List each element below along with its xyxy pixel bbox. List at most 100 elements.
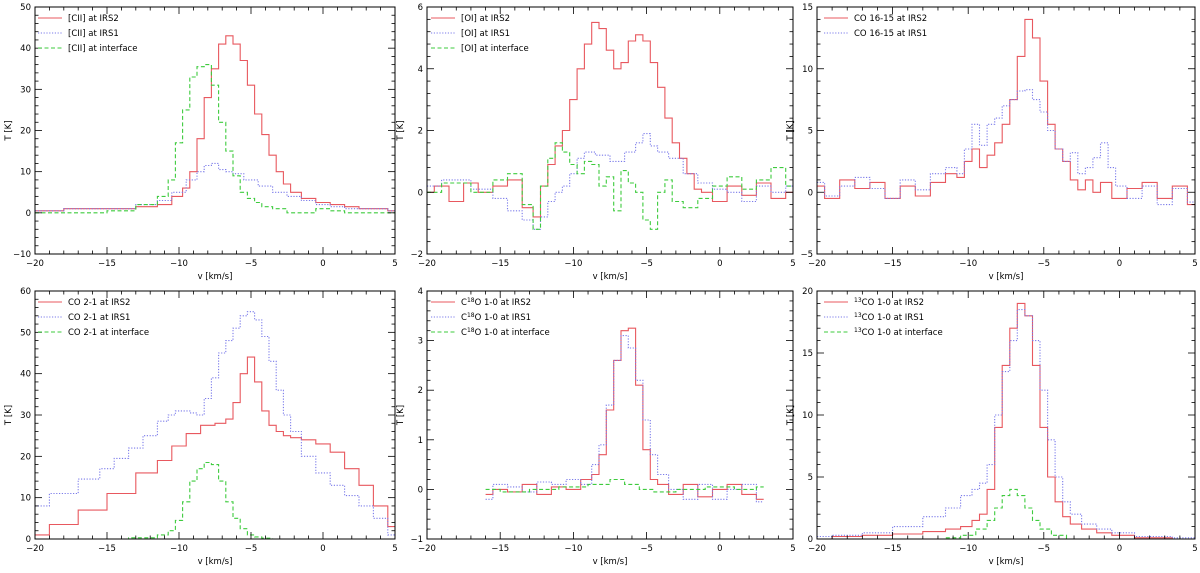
x-tick-label: 5: [1192, 259, 1197, 269]
series-group: [485, 327, 764, 503]
y-axis-label: T [K]: [396, 405, 406, 426]
panel-1: −20 −15 −10 −5 0 5 −10 0 10 20 30 40 50 v [km/s] T [K]…: [4, 3, 398, 282]
x-tick-label: 5: [392, 259, 397, 269]
y-tick-label: 40: [20, 370, 31, 380]
y-tick-label: 5: [808, 127, 813, 137]
legend: [CII] at IRS2 [CII] at IRS1 [CII] at inter…: [38, 14, 137, 54]
x-axis-label: v [km/s]: [198, 272, 233, 282]
x-tick-label: 0: [717, 544, 722, 554]
x-tick-label: −5: [1038, 259, 1051, 269]
y-tick-label: −5: [800, 250, 813, 260]
series-line-interface: [35, 64, 395, 214]
y-tick-label: 1: [418, 436, 423, 446]
y-tick-label: 0: [808, 535, 813, 545]
legend-entry: [OI] at interface: [461, 44, 529, 54]
y-tick-label: 2: [418, 386, 423, 396]
y-tick-label: 0: [26, 209, 31, 219]
y-tick-label: 30: [20, 411, 31, 421]
x-axis-label: v [km/s]: [198, 557, 233, 567]
plot-frame: [426, 290, 794, 540]
series-line-interface: [35, 461, 395, 539]
legend-entry: CO 2-1 at IRS2: [68, 298, 130, 308]
panel-3: −20 −15 −10 −5 0 5 −5 0 5 10 15 v [km/s] T [K] CO 16-…: [786, 3, 1198, 282]
legend-entry: CO 2-1 at IRS1: [68, 313, 130, 323]
series-group: [817, 302, 1195, 539]
y-tick-label: 10: [20, 168, 31, 178]
series-group: [35, 311, 395, 539]
x-tick-label: −20: [26, 259, 44, 269]
x-tick-label: −5: [640, 544, 653, 554]
y-tick-label: 60: [20, 287, 31, 297]
x-axis-label: v [km/s]: [989, 557, 1024, 567]
x-tick-label: 0: [320, 259, 325, 269]
y-axis-label: T [K]: [4, 120, 14, 141]
series-line-irs2: [35, 35, 395, 212]
series-group: [427, 21, 793, 230]
x-axis-label: v [km/s]: [989, 272, 1024, 282]
x-tick-label: 0: [1117, 259, 1122, 269]
y-tick-label: 15: [802, 349, 813, 359]
legend-entry: CO 16-15 at IRS1: [854, 29, 927, 39]
x-tick-label: −5: [245, 259, 258, 269]
y-tick-label: 0: [808, 188, 813, 198]
y-tick-label: 10: [802, 65, 813, 75]
y-tick-label: −1: [410, 535, 423, 545]
y-axis-label: T [K]: [4, 405, 14, 426]
legend: 13CO 1-0 at IRS2 13CO 1-0 at IRS1 13CO 1-0…: [824, 297, 943, 338]
y-tick-label: 4: [418, 65, 423, 75]
y-tick-label: 0: [26, 535, 31, 545]
legend-entry: [OI] at IRS2: [461, 14, 510, 24]
y-tick-label: 2: [418, 127, 423, 137]
y-tick-label: −10: [13, 250, 31, 260]
x-tick-label: 5: [392, 544, 397, 554]
y-tick-label: 5: [808, 473, 813, 483]
series-line-irs1: [485, 335, 764, 503]
legend-entry: [CII] at interface: [68, 44, 137, 54]
x-tick-label: 0: [717, 259, 722, 269]
y-tick-label: 20: [802, 287, 813, 297]
y-tick-label: 15: [802, 3, 813, 13]
legend-entry: [CII] at IRS2: [68, 14, 119, 24]
legend-entry: C18O 1-0 at IRS2: [461, 297, 531, 308]
y-tick-label: 40: [20, 44, 31, 54]
series-line-irs1: [817, 309, 1195, 539]
y-tick-label: 50: [20, 328, 31, 338]
y-tick-label: 3: [418, 337, 423, 347]
series-group: [35, 35, 395, 214]
series-group: [817, 18, 1195, 206]
series-line-irs1: [427, 133, 793, 230]
y-tick-label: 10: [20, 494, 31, 504]
panel-6: −20 −15 −10 −5 0 5 0 5 10 15 20 v [km/s] T [K] 13CO 1…: [786, 287, 1198, 567]
x-tick-label: −20: [808, 259, 826, 269]
y-tick-label: 0: [418, 485, 423, 495]
x-tick-label: −10: [170, 544, 188, 554]
series-line-interface: [817, 488, 1195, 539]
x-axis-label: v [km/s]: [593, 557, 628, 567]
x-tick-label: −15: [491, 259, 509, 269]
x-tick-label: 5: [790, 259, 795, 269]
y-tick-label: 20: [20, 127, 31, 137]
x-tick-label: 5: [1192, 544, 1197, 554]
y-tick-label: 10: [802, 411, 813, 421]
y-tick-label: 30: [20, 85, 31, 95]
series-line-irs1: [817, 89, 1195, 206]
legend-entry: 13CO 1-0 at IRS2: [854, 297, 924, 308]
x-tick-label: −15: [98, 259, 116, 269]
x-tick-label: −10: [959, 259, 977, 269]
x-tick-label: −15: [884, 259, 902, 269]
x-axis-label: v [km/s]: [593, 272, 628, 282]
plot-frame: [816, 6, 1196, 255]
legend: CO 2-1 at IRS2 CO 2-1 at IRS1 CO 2-1 at in…: [38, 298, 149, 338]
x-tick-label: −20: [26, 544, 44, 554]
y-axis-label: T [K]: [786, 405, 796, 426]
x-tick-label: −5: [1038, 544, 1051, 554]
legend: [OI] at IRS2 [OI] at IRS1 [OI] at interfac…: [431, 14, 529, 54]
y-axis-label: T [K]: [786, 120, 796, 141]
series-line-irs2: [485, 327, 764, 500]
x-tick-label: −15: [884, 544, 902, 554]
x-tick-label: −20: [418, 544, 436, 554]
x-tick-label: −20: [418, 259, 436, 269]
x-tick-label: 0: [1117, 544, 1122, 554]
